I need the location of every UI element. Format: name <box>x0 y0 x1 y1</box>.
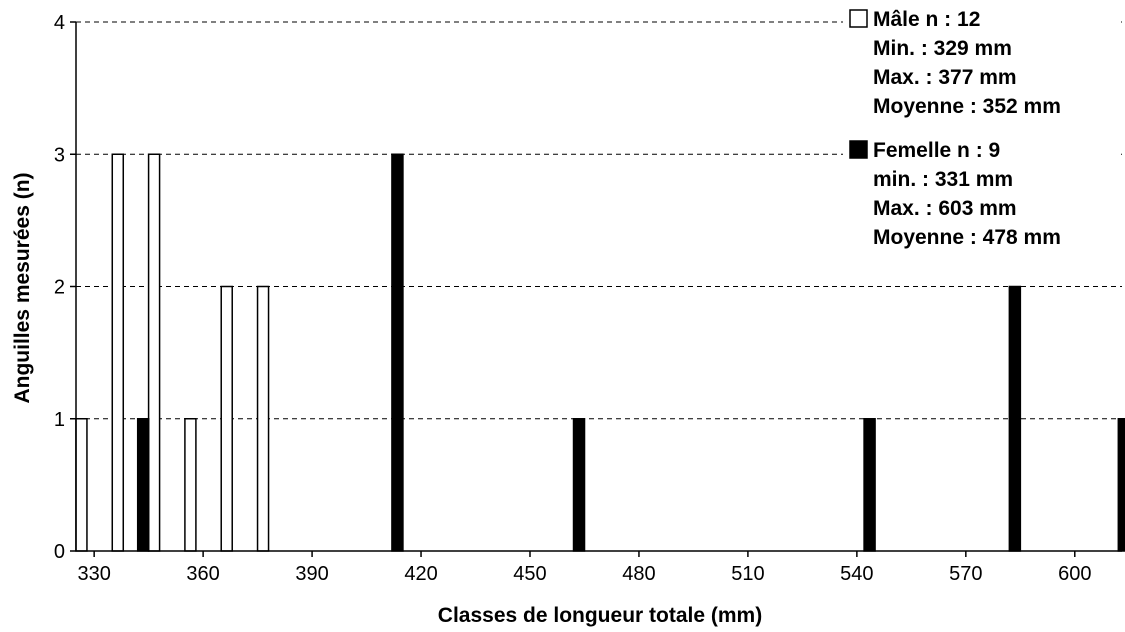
legend-series-name-0: Mâle n : 12 <box>873 8 980 31</box>
x-axis-title: Classes de longueur totale (mm) <box>438 604 762 627</box>
bar-female-410 <box>391 153 404 552</box>
y-tick-label-3: 3 <box>54 144 65 166</box>
legend-detail-1-0: min. : 331 mm <box>873 168 1013 191</box>
x-tick-label-5: 480 <box>622 563 655 585</box>
y-tick-label-0: 0 <box>54 541 65 563</box>
legend-series-name-1: Femelle n : 9 <box>873 139 1000 162</box>
legend-swatch-1 <box>849 140 868 159</box>
bar-male-360 <box>184 418 197 552</box>
x-tick-label-1: 360 <box>186 563 219 585</box>
legend-detail-1-1: Max. : 603 mm <box>873 197 1017 220</box>
bar-female-610 <box>1117 418 1125 552</box>
bar-male-330 <box>75 418 88 552</box>
x-tick-label-7: 540 <box>840 563 873 585</box>
y-tick-label-1: 1 <box>54 409 65 431</box>
bar-male-380 <box>256 285 270 552</box>
x-tick-label-6: 510 <box>731 563 764 585</box>
legend-detail-0-2: Moyenne : 352 mm <box>873 95 1061 118</box>
y-axis-title: Anguilles mesurées (n) <box>11 172 34 403</box>
gridlines <box>76 21 1122 420</box>
bar-female-540 <box>863 418 876 552</box>
x-tick-label-2: 390 <box>295 563 328 585</box>
bar-male-350 <box>147 153 161 552</box>
legend-background <box>843 2 1121 264</box>
x-tick-label-9: 600 <box>1058 563 1091 585</box>
tick-labels: 0 1 2 3 4 330 360 390 420 450 480 510 540 570 600 <box>54 12 1092 585</box>
bar-female-580 <box>1008 285 1022 552</box>
legend: Mâle n : 12 Min. : 329 mm Max. : 377 mm Moy… <box>843 2 1121 264</box>
bar-male-340 <box>111 153 125 552</box>
bar-female-340 <box>136 418 150 552</box>
legend-detail-0-1: Max. : 377 mm <box>873 66 1017 89</box>
x-tick-label-0: 330 <box>77 563 110 585</box>
legend-swatch-0 <box>849 9 868 28</box>
x-tick-label-8: 570 <box>949 563 982 585</box>
axes <box>70 21 1122 557</box>
x-tick-label-3: 420 <box>404 563 437 585</box>
legend-detail-1-2: Moyenne : 478 mm <box>873 226 1061 249</box>
y-tick-label-4: 4 <box>54 12 65 34</box>
bar-male-370 <box>220 285 233 552</box>
bar-female-460 <box>572 418 586 552</box>
legend-detail-0-0: Min. : 329 mm <box>873 37 1012 60</box>
y-tick-label-2: 2 <box>54 277 65 299</box>
x-tick-label-4: 450 <box>513 563 546 585</box>
